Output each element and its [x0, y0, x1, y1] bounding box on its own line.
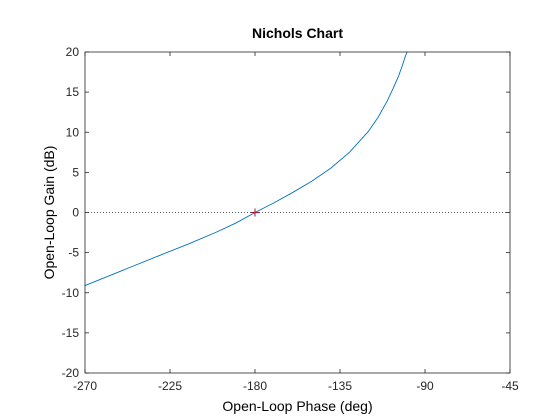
y-tick-label: -10: [62, 286, 80, 300]
x-axis-label: Open-Loop Phase (deg): [222, 398, 372, 414]
y-tick-label: 0: [72, 206, 79, 220]
x-tick-label: -180: [243, 379, 267, 393]
y-axis-label: Open-Loop Gain (dB): [41, 146, 57, 280]
y-tick-label: 15: [66, 85, 80, 99]
x-tick-label: -90: [416, 379, 434, 393]
y-tick-label: -20: [62, 366, 80, 380]
chart-title: Nichols Chart: [252, 25, 343, 41]
x-tick-label: -270: [73, 379, 97, 393]
y-tick-label: 10: [66, 125, 80, 139]
x-tick-label: -45: [501, 379, 519, 393]
y-tick-label: 5: [72, 165, 79, 179]
y-tick-label: -5: [68, 246, 79, 260]
y-tick-label: -15: [62, 326, 80, 340]
x-tick-label: -135: [328, 379, 352, 393]
x-tick-label: -225: [158, 379, 182, 393]
y-tick-label: 20: [66, 45, 80, 59]
